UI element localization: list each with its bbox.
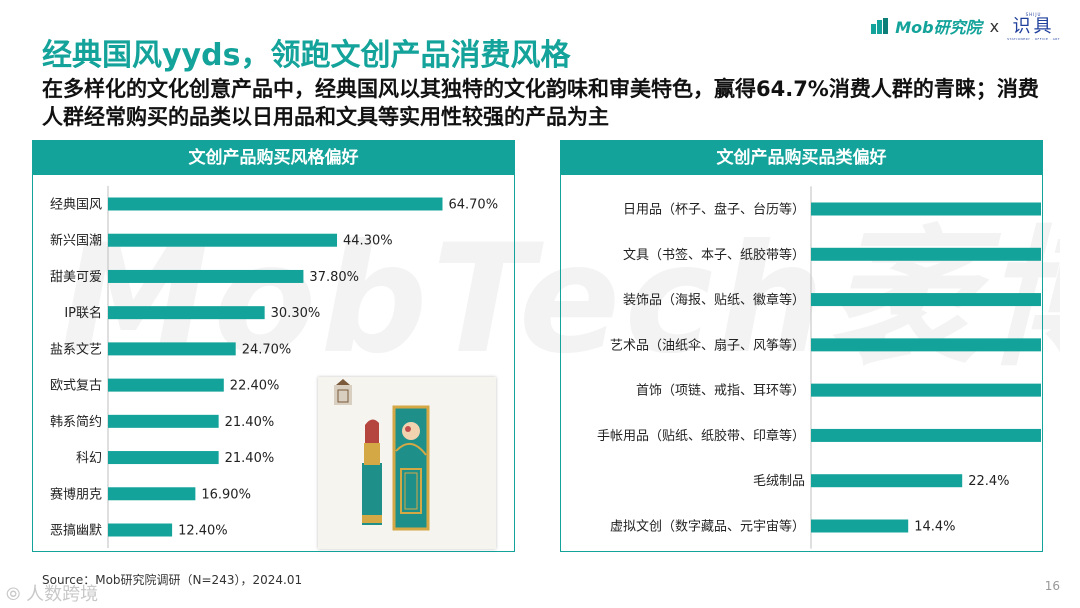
category-value-label: 22.4% xyxy=(968,474,1009,489)
style-category-label: 甜美可爱 xyxy=(50,269,102,285)
category-bar xyxy=(811,383,1041,397)
partner-logo-small: SHIJU xyxy=(1025,11,1042,17)
style-value-label: 37.80% xyxy=(309,270,359,285)
category-bar xyxy=(811,519,909,533)
category-category-label: 艺术品（油纸伞、扇子、风筝等） xyxy=(610,337,805,353)
page-subtitle: 在多样化的文化创意产品中，经典国风以其独特的文化韵味和审美特色，赢得64.7%消… xyxy=(42,77,1039,129)
style-bar xyxy=(108,233,338,247)
source-note: Source：Mob研究院调研（N=243），2024.01 xyxy=(42,573,303,587)
category-preference-panel: 文创产品购买品类偏好 日用品（杯子、盘子、台历等）61.7%文具（书签、本子、纸… xyxy=(560,140,1043,552)
style-category-label: 盐系文艺 xyxy=(50,342,102,357)
style-value-label: 16.90% xyxy=(201,487,251,502)
style-bar xyxy=(108,306,265,320)
mob-logo-text: Mob研究院 xyxy=(895,18,982,37)
category-bar xyxy=(811,338,1041,352)
style-bar xyxy=(108,342,236,356)
style-category-label: 韩系简约 xyxy=(50,414,102,430)
style-category-label: 赛博朋克 xyxy=(50,486,102,502)
style-bar xyxy=(108,523,173,537)
partner-logo-sub: STATIONERY · OFFICE · ART xyxy=(1007,36,1060,41)
style-value-label: 24.70% xyxy=(242,342,292,357)
style-value-label: 12.40% xyxy=(178,524,228,539)
style-bar xyxy=(108,451,219,465)
bottom-left-watermark: ⦾ 人数跨境 xyxy=(6,584,99,605)
lipstick-illustration xyxy=(334,379,430,531)
style-category-label: 新兴国潮 xyxy=(50,233,102,249)
style-bar xyxy=(108,487,196,501)
category-preference-chart: 日用品（杯子、盘子、台历等）61.7%文具（书签、本子、纸胶带等）58.7%装饰… xyxy=(597,186,1041,549)
category-bar xyxy=(811,428,1041,442)
category-category-label: 首饰（项链、戒指、耳环等） xyxy=(636,383,805,399)
category-bar xyxy=(811,293,1041,307)
style-bar xyxy=(108,414,219,428)
style-value-label: 22.40% xyxy=(230,379,280,394)
category-category-label: 文具（书签、本子、纸胶带等） xyxy=(623,247,805,263)
category-category-label: 日用品（杯子、盘子、台历等） xyxy=(623,202,805,218)
style-value-label: 64.70% xyxy=(448,198,498,213)
style-value-label: 21.40% xyxy=(225,451,275,466)
style-value-label: 21.40% xyxy=(225,415,275,430)
style-preference-panel: 文创产品购买风格偏好 经典国风 64.70% 新兴国潮 44.30% 甜美可爱 37.80… xyxy=(32,140,515,552)
style-preference-chart: 经典国风 64.70% 新兴国潮 44.30% 甜美可爱 37.80% IP联名 30.30%… xyxy=(50,185,498,549)
style-category-label: 经典国风 xyxy=(50,198,102,213)
category-chart-title: 文创产品购买品类偏好 xyxy=(561,141,1042,175)
logo-separator: x xyxy=(989,16,1000,36)
category-value-label: 14.4% xyxy=(914,520,955,535)
page-number: 16 xyxy=(1044,579,1060,593)
category-category-label: 虚拟文创（数字藏品、元宇宙等） xyxy=(610,519,805,535)
style-bar xyxy=(108,378,224,392)
category-bar xyxy=(811,474,963,488)
style-category-label: 欧式复古 xyxy=(50,379,102,394)
product-image-lipstick xyxy=(318,377,496,549)
style-category-label: 科幻 xyxy=(76,451,102,466)
category-category-label: 装饰品（海报、贴纸、徽章等） xyxy=(623,292,805,308)
style-value-label: 44.30% xyxy=(343,234,393,249)
mob-logo-icon xyxy=(871,18,889,34)
partner-logo-name: 识具 xyxy=(1012,15,1055,37)
style-category-label: IP联名 xyxy=(64,305,102,321)
style-bar xyxy=(108,269,304,283)
style-chart-title: 文创产品购买风格偏好 xyxy=(33,141,514,175)
category-bar xyxy=(811,247,1041,261)
page-title: 经典国风yyds，领跑文创产品消费风格 xyxy=(42,38,571,73)
partner-logo: SHIJU 识具 STATIONERY · OFFICE · ART xyxy=(1007,12,1060,41)
category-category-label: 手帐用品（贴纸、纸胶带、印章等） xyxy=(597,428,805,444)
style-value-label: 30.30% xyxy=(271,306,321,321)
mob-logo: Mob研究院 xyxy=(871,14,982,38)
style-bar xyxy=(108,197,443,211)
header-logos: Mob研究院 x SHIJU 识具 STATIONERY · OFFICE · … xyxy=(871,8,1060,44)
category-bar xyxy=(811,202,1041,216)
style-category-label: 恶搞幽默 xyxy=(50,523,102,539)
category-category-label: 毛绒制品 xyxy=(753,474,805,489)
